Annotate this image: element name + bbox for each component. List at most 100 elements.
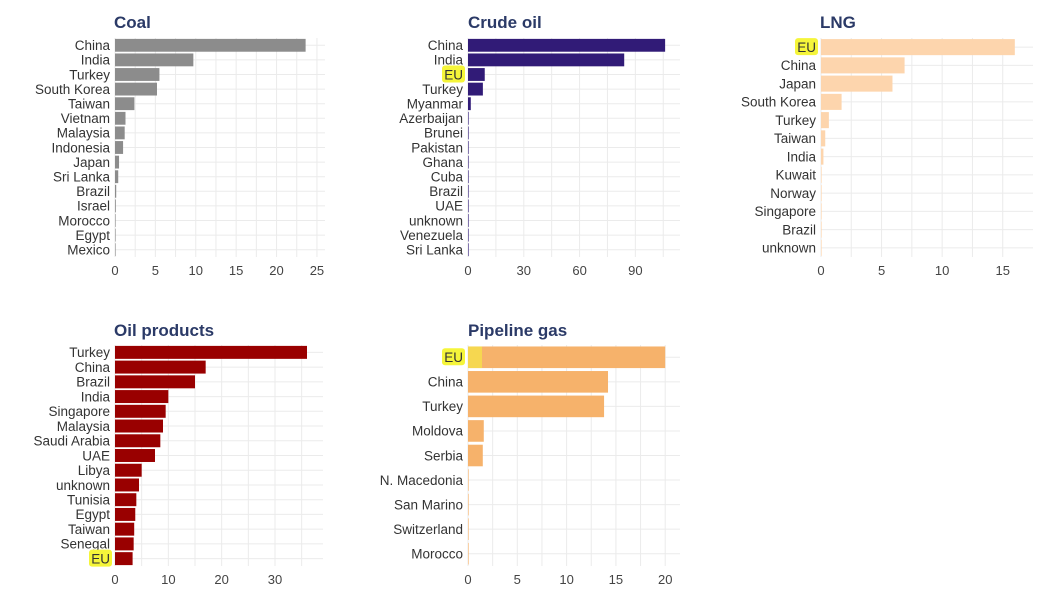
bar-sri-lanka <box>115 170 119 184</box>
x-tick-label: 15 <box>609 572 623 587</box>
category-label: Serbia <box>424 448 464 463</box>
x-tick-label: 30 <box>517 263 531 278</box>
category-label: Norway <box>770 186 816 201</box>
category-label: Turkey <box>775 113 816 128</box>
bar-cuba <box>468 170 469 184</box>
category-label: Taiwan <box>774 131 816 146</box>
bar-moldova <box>468 420 484 442</box>
bar-myanmar <box>468 97 471 111</box>
category-label: India <box>787 149 817 164</box>
category-label: Sri Lanka <box>406 243 464 258</box>
category-label: Libya <box>78 463 111 478</box>
category-label: Singapore <box>754 204 816 219</box>
bar-uae <box>468 199 469 213</box>
bar-sri-lanka <box>468 243 469 257</box>
bar-libya <box>115 463 142 477</box>
x-tick-label: 20 <box>658 572 672 587</box>
category-label: Brunei <box>424 126 463 141</box>
bar-japan <box>115 155 120 169</box>
bar-turkey <box>115 68 160 81</box>
bar-vietnam <box>115 111 126 125</box>
bar-taiwan <box>821 130 826 147</box>
bar-south-korea <box>821 93 842 110</box>
category-label: EU <box>444 350 463 365</box>
category-label: Turkey <box>69 67 110 82</box>
category-label: Tunisia <box>67 493 111 508</box>
bar-china <box>468 371 609 393</box>
bar-malaysia <box>115 419 163 433</box>
bar-indonesia <box>115 141 124 154</box>
highlight-marker <box>795 38 818 56</box>
bar-azerbaijan <box>468 111 469 125</box>
x-tick-label: 10 <box>189 263 203 278</box>
x-tick-label: 15 <box>229 263 243 278</box>
x-tick-label: 60 <box>572 263 586 278</box>
category-label: Israel <box>77 199 110 214</box>
category-label: China <box>75 38 111 53</box>
category-label: unknown <box>409 213 463 228</box>
category-label: Brazil <box>429 184 463 199</box>
x-tick-label: 5 <box>514 572 521 587</box>
category-label: Pakistan <box>411 140 463 155</box>
bar-india <box>115 390 169 404</box>
panel-crude-oil: Crude oil ChinaIndiaEUTurkeyMyanmarAzerba… <box>399 13 680 278</box>
bar-pakistan <box>468 141 469 154</box>
category-label: unknown <box>762 241 816 256</box>
bar-turkey <box>468 395 605 418</box>
x-tick-label: 20 <box>269 263 283 278</box>
bar-serbia <box>468 444 483 467</box>
category-label: EU <box>797 40 816 55</box>
highlight-marker <box>442 65 465 83</box>
category-label: India <box>81 389 111 404</box>
x-tick-label: 20 <box>214 572 228 587</box>
bar-singapore <box>821 203 822 220</box>
bar-mexico <box>115 243 116 257</box>
category-label: Egypt <box>75 228 110 243</box>
bar-saudi-arabia <box>115 434 161 448</box>
bar-ghana <box>468 155 469 169</box>
category-label: Egypt <box>75 507 110 522</box>
x-tick-label: 0 <box>111 263 118 278</box>
chart-title: Coal <box>114 13 151 32</box>
category-label: Malaysia <box>57 126 111 141</box>
category-label: Malaysia <box>57 419 111 434</box>
category-label: Mexico <box>67 243 110 258</box>
bar-san-marino <box>468 493 469 516</box>
bar-egypt <box>115 507 136 521</box>
category-label: Singapore <box>48 404 110 419</box>
x-tick-label: 0 <box>817 263 824 278</box>
x-tick-label: 10 <box>935 263 949 278</box>
bar-india <box>115 53 194 67</box>
bar-norway <box>821 185 822 202</box>
category-label: Brazil <box>76 375 110 390</box>
bar-singapore <box>115 404 166 418</box>
category-label: Myanmar <box>407 97 464 112</box>
category-label: Taiwan <box>68 522 110 537</box>
category-label: San Marino <box>394 497 463 512</box>
x-tick-label: 25 <box>310 263 324 278</box>
x-tick-label: 15 <box>995 263 1009 278</box>
category-label: N. Macedonia <box>380 473 464 488</box>
panel-oil-products: Oil products TurkeyChinaBrazilIndiaSingap… <box>33 321 323 587</box>
bar-tunisia <box>115 493 137 507</box>
bar-taiwan <box>115 97 135 111</box>
category-label: China <box>75 360 111 375</box>
category-label: Switzerland <box>393 522 463 537</box>
bar-switzerland <box>468 518 469 540</box>
x-tick-label: 90 <box>628 263 642 278</box>
bar-uae <box>115 449 155 462</box>
bar-china <box>115 38 306 52</box>
bar-morocco <box>468 542 469 565</box>
category-label: UAE <box>435 199 463 214</box>
bar-egypt <box>115 228 116 242</box>
category-label: Cuba <box>431 170 464 185</box>
category-label: Moldova <box>412 424 464 439</box>
bar-morocco <box>115 214 116 227</box>
bar-brazil <box>115 184 117 198</box>
bar-turkey <box>821 112 829 129</box>
bar-unknown <box>115 478 139 492</box>
category-label: EU <box>444 67 463 82</box>
category-label: Indonesia <box>51 140 110 155</box>
